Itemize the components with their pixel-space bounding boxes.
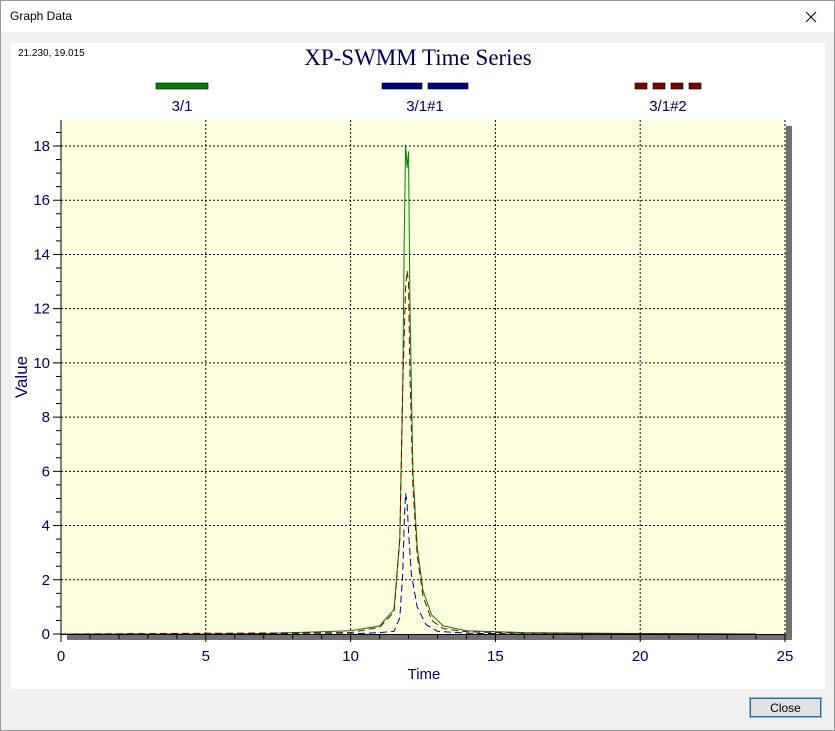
y-tick-label: 2 [42,572,50,589]
series-line-3 [60,270,757,635]
x-tick-label: 25 [777,648,794,665]
legend-swatch-2 [381,82,423,90]
x-tick-label: 10 [342,648,359,665]
legend-label-3: 3/1#2 [649,98,687,115]
cursor-coordinate-readout: 21.230, 19.015 [18,48,85,59]
close-window-icon[interactable] [788,1,834,32]
y-tick-label: 0 [42,626,50,643]
chart-title: XP-SWMM Time Series [304,45,532,70]
legend-swatch-1 [155,82,209,90]
x-tick-label: 15 [487,648,504,665]
window-title: Graph Data [10,9,73,23]
legend-swatch-3 [634,82,648,90]
y-tick-label: 6 [42,463,50,480]
y-tick-label: 12 [33,301,50,318]
title-bar: Graph Data [1,1,834,32]
series-line-2 [61,492,756,635]
close-button[interactable]: Close [749,697,822,718]
legend-swatch-2 [427,82,469,90]
legend-swatch-3 [670,82,684,90]
legend-swatch-3 [652,82,666,90]
y-tick-label: 10 [33,355,50,372]
y-tick-label: 8 [42,409,50,426]
x-tick-label: 20 [632,648,649,665]
legend-label-1: 3/1 [172,98,193,115]
y-tick-label: 14 [33,246,50,263]
legend-swatch-3 [688,82,702,90]
legend-label-2: 3/1#1 [406,98,444,115]
x-axis-label: Time [408,666,441,683]
x-tick-label: 0 [57,648,65,665]
y-axis-label: Value [12,356,31,398]
y-tick-label: 18 [33,138,50,155]
plot-area [61,120,786,634]
x-tick-label: 5 [202,648,210,665]
y-tick-label: 16 [33,192,50,209]
series-line-1 [61,144,757,635]
y-tick-label: 4 [42,518,50,535]
